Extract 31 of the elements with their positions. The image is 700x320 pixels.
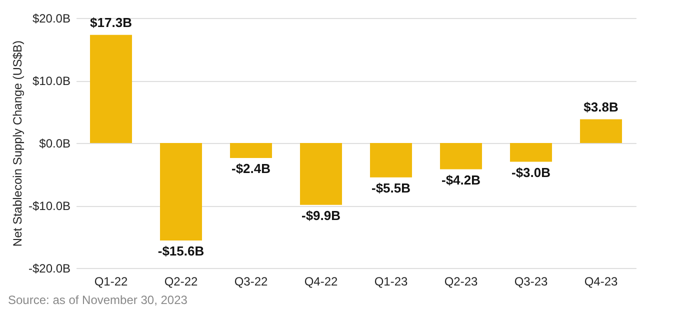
x-tick-label: Q4-23 <box>584 274 618 288</box>
data-label: -$4.2B <box>441 172 481 188</box>
bar <box>440 143 482 170</box>
x-tick-label: Q3-23 <box>514 274 548 288</box>
y-tick-label: $20.0B <box>32 12 70 26</box>
x-tick-label: Q3-22 <box>234 274 268 288</box>
y-axis-title: Net Stablecoin Supply Change (US$B) <box>10 40 24 247</box>
x-tick-label: Q1-23 <box>374 274 408 288</box>
y-tick-label: $10.0B <box>32 74 70 88</box>
bar <box>230 143 272 158</box>
bar <box>510 143 552 162</box>
bar <box>160 143 202 240</box>
x-tick-label: Q2-23 <box>444 274 478 288</box>
source-note: Source: as of November 30, 2023 <box>8 293 188 307</box>
data-label: -$5.5B <box>371 180 411 196</box>
y-tick-label: $0.0B <box>39 136 70 150</box>
bar <box>90 34 132 143</box>
data-label: $3.8B <box>584 99 618 114</box>
bar <box>370 143 412 178</box>
data-label: $17.3B <box>90 14 132 30</box>
y-tick-label: -$10.0B <box>28 199 70 213</box>
data-label: -$3.0B <box>511 164 551 180</box>
data-label: -$9.9B <box>301 208 341 223</box>
x-tick-label: Q1-22 <box>94 274 128 288</box>
x-tick-label: Q2-22 <box>164 274 198 288</box>
bar <box>300 143 342 205</box>
data-label: -$15.6B <box>158 244 204 258</box>
y-tick-label: -$20.0B <box>28 262 70 276</box>
bar <box>580 119 622 143</box>
data-label: -$2.4B <box>231 161 271 176</box>
x-tick-label: Q4-22 <box>304 274 338 288</box>
